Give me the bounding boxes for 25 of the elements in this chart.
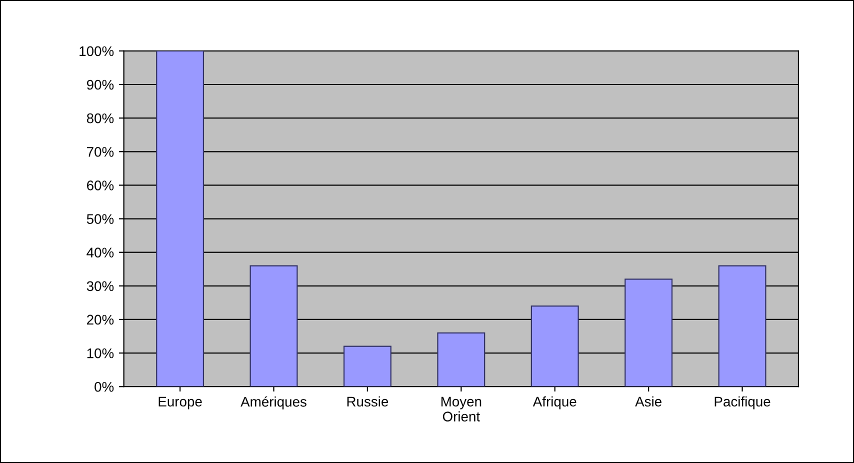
bar [343, 346, 392, 387]
x-tick-label: Asie [635, 396, 662, 407]
bar [718, 265, 766, 387]
bar [156, 50, 204, 387]
y-tick-label: 60% [87, 180, 114, 190]
x-tick-label: Moyen Orient [441, 396, 482, 422]
y-tick-label: 10% [87, 348, 114, 358]
bar [437, 332, 486, 387]
x-tick-label: Pacifique [714, 396, 770, 410]
y-tick-label: 20% [87, 314, 114, 325]
y-tick-label: 100% [80, 46, 114, 56]
x-tick-label: Europe [158, 396, 202, 410]
x-tick-label: Afrique [532, 396, 576, 410]
y-tick-label: 0% [94, 382, 114, 392]
bar [530, 305, 579, 387]
x-tick-label: Amériques [240, 396, 306, 410]
x-tick-label: Russie [347, 396, 388, 407]
y-tick-label: 50% [86, 214, 114, 224]
bar [250, 265, 298, 387]
y-tick-label: 70% [87, 146, 114, 157]
bar [624, 278, 673, 387]
y-tick-label: 30% [86, 281, 114, 292]
y-tick-label: 80% [86, 113, 114, 124]
y-tick-label: 90% [86, 80, 114, 90]
y-tick-label: 40% [86, 248, 114, 258]
